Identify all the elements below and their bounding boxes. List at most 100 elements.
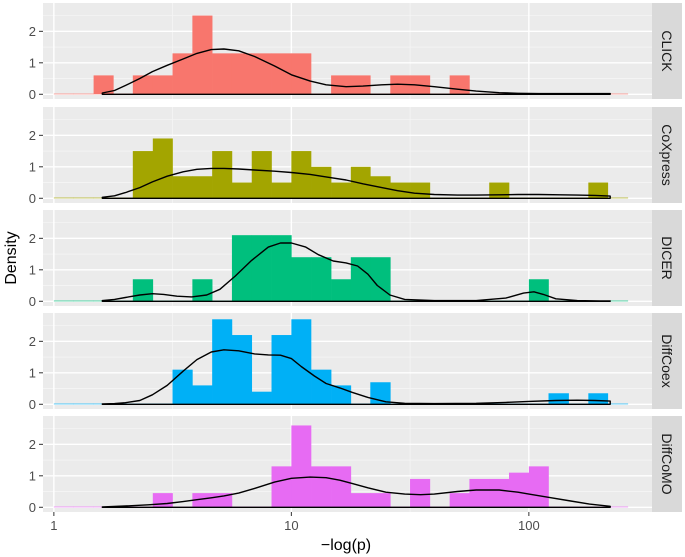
- histogram-bar: [291, 319, 312, 405]
- histogram-bar: [231, 235, 253, 302]
- histogram-bar: [192, 176, 213, 199]
- y-tick-label: 2: [29, 24, 36, 39]
- histogram-bar: [53, 506, 74, 508]
- histogram-bar: [192, 385, 213, 405]
- histogram-bar: [73, 506, 94, 508]
- histogram-bar: [607, 197, 629, 199]
- histogram-bar: [73, 403, 94, 405]
- density-curve: [101, 242, 611, 302]
- histogram-bar: [271, 53, 292, 95]
- histogram-bar: [152, 138, 173, 199]
- density-curve: [101, 476, 611, 508]
- histogram-bar: [271, 335, 292, 405]
- histogram-bar: [331, 182, 352, 199]
- facet-strip: [652, 3, 682, 99]
- histogram-bar: [192, 15, 213, 95]
- y-tick-label: 1: [29, 55, 36, 70]
- histogram-bar: [509, 472, 530, 508]
- y-tick-label: 2: [29, 128, 36, 143]
- histogram-bar: [251, 53, 272, 95]
- density-curve: [101, 349, 611, 405]
- y-tick-label: 2: [29, 437, 36, 452]
- histogram-bar: [331, 75, 352, 95]
- histogram-bar: [251, 151, 272, 199]
- x-axis: 1 10 100: [50, 512, 540, 533]
- histogram-bar: [53, 403, 74, 405]
- facet-diffcoex: 0 1 2 DiffCoex: [29, 313, 682, 412]
- histogram-bar: [132, 75, 154, 95]
- histogram-bar: [251, 235, 272, 302]
- histogram-bar: [152, 75, 173, 95]
- x-axis-title: −log(p): [321, 537, 371, 554]
- histogram-bar: [53, 93, 74, 95]
- histogram-bar: [607, 300, 629, 302]
- facet-panels: 0 1 2 CLICK 0 1 2 CoXpress 0 1 2 DICER 0 1 2 DiffCoex 0 1…: [29, 3, 682, 515]
- histogram-bar: [53, 197, 74, 199]
- histogram-bar: [311, 257, 332, 302]
- y-tick-label: 1: [29, 159, 36, 174]
- histogram-bar: [212, 151, 233, 199]
- histogram-bar: [350, 75, 371, 95]
- histogram-bar: [410, 478, 431, 508]
- histogram-bar: [607, 403, 629, 405]
- facet-strip: [652, 210, 682, 306]
- histogram-bar: [370, 257, 391, 302]
- histogram-bar: [469, 478, 490, 508]
- facet-coxpress: 0 1 2 CoXpress: [29, 107, 682, 206]
- histogram-bar: [588, 393, 609, 405]
- histogram-bar: [449, 75, 470, 95]
- histogram-bar: [291, 257, 312, 302]
- y-tick-label: 2: [29, 231, 36, 246]
- histogram-bar: [291, 425, 312, 508]
- histogram-bar: [528, 279, 549, 302]
- histogram-bar: [53, 300, 74, 302]
- histogram-bar: [172, 369, 193, 405]
- density-curve: [101, 48, 611, 95]
- y-tick-label: 1: [29, 468, 36, 483]
- histogram-bar: [607, 93, 629, 95]
- histogram-bar: [410, 182, 431, 199]
- histogram-bar: [231, 182, 253, 199]
- facet-label: DiffCoMO: [659, 433, 675, 494]
- facet-strip: [652, 416, 682, 512]
- facet-strip: [652, 313, 682, 409]
- histogram-bar: [331, 279, 352, 302]
- histogram-bar: [231, 335, 253, 405]
- facet-strip: [652, 107, 682, 203]
- x-tick-label: 100: [518, 518, 540, 533]
- histogram-bar: [311, 369, 332, 405]
- histogram-bar: [73, 93, 94, 95]
- histogram-bar: [73, 197, 94, 199]
- histogram-bar: [212, 53, 233, 95]
- histogram-bar: [350, 493, 371, 508]
- facet-label: DiffCoex: [659, 334, 675, 387]
- y-tick-label: 0: [29, 500, 36, 515]
- histogram-bar: [271, 235, 292, 302]
- histogram-bar: [231, 53, 253, 95]
- facet-label: CLICK: [659, 30, 675, 72]
- y-axis-title: Density: [3, 231, 20, 284]
- facet-click: 0 1 2 CLICK: [29, 3, 682, 102]
- density-curve: [101, 167, 611, 199]
- histogram-bar: [489, 182, 510, 199]
- histogram-bar: [370, 493, 391, 508]
- histogram-bar: [172, 53, 193, 95]
- histogram-bar: [73, 300, 94, 302]
- facet-label: DICER: [659, 236, 675, 280]
- histogram-bar: [152, 493, 173, 508]
- y-tick-label: 0: [29, 397, 36, 412]
- y-tick-label: 1: [29, 262, 36, 277]
- histogram-bar: [449, 493, 470, 508]
- facet-label: CoXpress: [659, 124, 675, 185]
- histogram-bar: [212, 319, 233, 405]
- y-tick-label: 0: [29, 87, 36, 102]
- histogram-bar: [93, 75, 114, 95]
- y-tick-label: 0: [29, 191, 36, 206]
- histogram-bar: [607, 506, 629, 508]
- histogram-bar: [311, 166, 332, 199]
- histogram-bar: [291, 53, 312, 95]
- histogram-bar: [271, 466, 292, 508]
- facet-diffcomo: 0 1 2 DiffCoMO: [29, 416, 682, 515]
- histogram-bar: [350, 166, 371, 199]
